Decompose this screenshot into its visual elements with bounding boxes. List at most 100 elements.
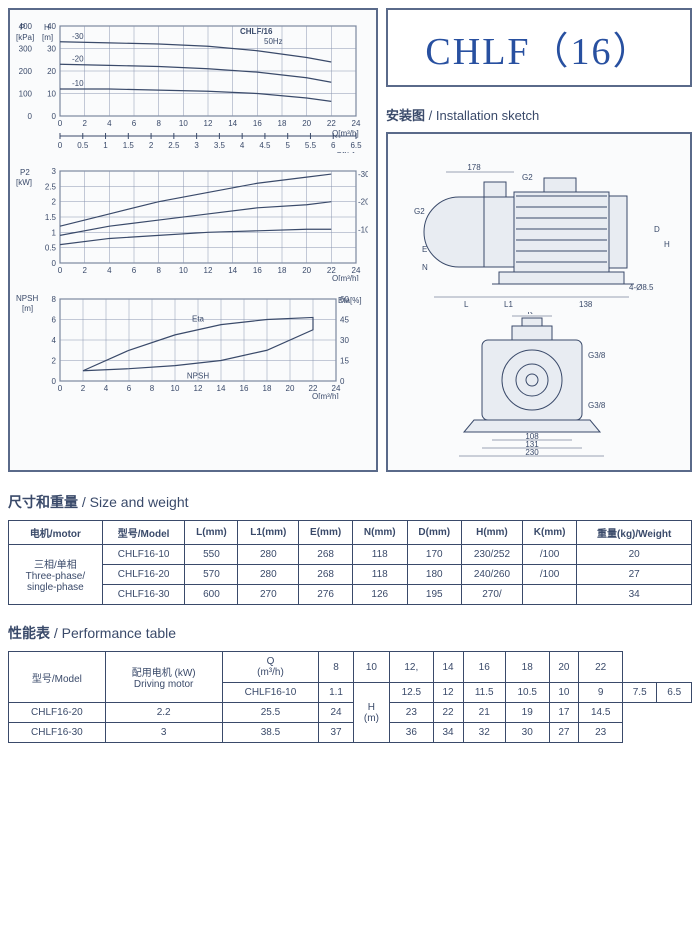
svg-text:45: 45	[340, 316, 349, 325]
svg-text:1: 1	[103, 141, 108, 150]
perf-title-en: / Performance table	[54, 625, 176, 641]
svg-text:[kPa]: [kPa]	[16, 33, 34, 42]
svg-text:0: 0	[52, 377, 57, 386]
svg-text:P2: P2	[20, 168, 30, 177]
svg-text:0: 0	[28, 112, 33, 121]
svg-text:4: 4	[240, 141, 245, 150]
install-label-en: / Installation sketch	[429, 108, 540, 123]
svg-text:0: 0	[58, 266, 63, 275]
table-header: L(mm)	[185, 521, 238, 545]
svg-text:H: H	[664, 240, 670, 249]
sketch-side: KG3/8G3/8108131230	[404, 312, 674, 462]
table-cell: CHLF16-20	[9, 703, 106, 723]
sketch-panel: 178G2G2LL11384-Ø8.5ENDH KG3/8G3/81081312…	[386, 132, 692, 472]
svg-text:10: 10	[179, 266, 188, 275]
svg-text:12: 12	[194, 384, 203, 393]
table-cell: 20	[577, 545, 692, 565]
svg-text:3: 3	[194, 141, 199, 150]
svg-text:4: 4	[107, 266, 112, 275]
svg-text:0: 0	[58, 119, 63, 128]
install-label: 安装图 / Installation sketch	[386, 105, 692, 124]
svg-text:22: 22	[327, 119, 336, 128]
svg-text:D: D	[654, 225, 660, 234]
table-cell: 16	[463, 652, 505, 683]
svg-text:CHLF/16: CHLF/16	[240, 27, 273, 36]
svg-text:6: 6	[52, 316, 57, 325]
svg-text:20: 20	[286, 384, 295, 393]
install-label-cn: 安装图	[386, 108, 425, 123]
table-cell: 36	[390, 723, 434, 743]
svg-text:2.5: 2.5	[168, 141, 180, 150]
table-cell: 12	[433, 683, 463, 703]
table-cell: 30	[505, 723, 549, 743]
table-cell: 14.5	[579, 703, 623, 723]
svg-text:Q[m³/h]: Q[m³/h]	[332, 274, 359, 281]
svg-text:2: 2	[149, 141, 154, 150]
table-cell: 27	[577, 565, 692, 585]
table-cell: 20	[549, 652, 579, 683]
svg-text:8: 8	[156, 266, 161, 275]
svg-text:2: 2	[82, 119, 87, 128]
table-cell: 276	[299, 585, 353, 605]
table-header: K(mm)	[522, 521, 577, 545]
svg-text:1.5: 1.5	[45, 213, 57, 222]
svg-text:2: 2	[82, 266, 87, 275]
p2-chart-svg: P2[kW]00.511.522.53024681012141618202224…	[16, 163, 368, 281]
table-cell: 118	[352, 545, 407, 565]
svg-text:[m]: [m]	[42, 33, 53, 42]
table-cell: 180	[407, 565, 462, 585]
svg-text:10: 10	[171, 384, 180, 393]
table-cell: 10	[353, 652, 389, 683]
svg-text:20: 20	[302, 119, 311, 128]
svg-text:18: 18	[278, 266, 287, 275]
svg-text:30: 30	[340, 336, 349, 345]
table-cell: 19	[505, 703, 549, 723]
svg-text:0: 0	[58, 384, 63, 393]
svg-text:E: E	[422, 245, 427, 254]
svg-text:5.5: 5.5	[305, 141, 317, 150]
table-cell: 10.5	[505, 683, 549, 703]
svg-text:14: 14	[217, 384, 226, 393]
svg-text:200: 200	[19, 67, 33, 76]
table-cell: 18	[505, 652, 549, 683]
svg-text:4: 4	[104, 384, 109, 393]
svg-text:16: 16	[240, 384, 249, 393]
svg-text:14: 14	[228, 119, 237, 128]
svg-text:K: K	[527, 312, 533, 316]
top-row: P[kPa]H[m]CHLF/1650Hz0010100202003030040…	[8, 8, 692, 472]
table-cell: CHLF16-10	[222, 683, 319, 703]
table-cell: 34	[433, 723, 463, 743]
svg-text:-30: -30	[72, 32, 84, 41]
perf-section-title: 性能表 / Performance table	[8, 623, 692, 643]
svg-text:16: 16	[253, 119, 262, 128]
svg-text:5: 5	[285, 141, 290, 150]
table-cell: 17	[549, 703, 579, 723]
svg-text:15: 15	[340, 357, 349, 366]
svg-text:10: 10	[47, 90, 56, 99]
size-title-en: / Size and weight	[82, 494, 189, 510]
svg-text:138: 138	[579, 300, 593, 309]
svg-text:10: 10	[179, 119, 188, 128]
svg-text:-20: -20	[358, 198, 368, 207]
svg-text:G2: G2	[522, 173, 533, 182]
table-header-row: 型号/Model配用电机 (kW) Driving motorQ (m³/h)8…	[9, 652, 692, 683]
table-cell: 22	[579, 652, 623, 683]
table-header: 型号/Model	[102, 521, 185, 545]
table-cell: 12,	[390, 652, 434, 683]
table-cell: 10	[549, 683, 579, 703]
size-table: 电机/motor型号/ModelL(mm)L1(mm)E(mm)N(mm)D(m…	[8, 520, 692, 605]
svg-text:24: 24	[352, 119, 361, 128]
table-cell	[522, 585, 577, 605]
svg-text:2: 2	[52, 357, 57, 366]
table-cell: 25.5	[222, 703, 319, 723]
ph-chart: P[kPa]H[m]CHLF/1650Hz0010100202003030040…	[16, 18, 370, 153]
table-cell: 38.5	[222, 723, 319, 743]
svg-text:6: 6	[132, 119, 137, 128]
svg-text:30: 30	[47, 45, 56, 54]
svg-text:400: 400	[19, 22, 33, 31]
table-cell: 118	[352, 565, 407, 585]
svg-text:8: 8	[156, 119, 161, 128]
table-cell: 24	[319, 703, 353, 723]
table-cell: 型号/Model	[9, 652, 106, 703]
table-row: CHLF16-30338.537363432302723	[9, 723, 692, 743]
